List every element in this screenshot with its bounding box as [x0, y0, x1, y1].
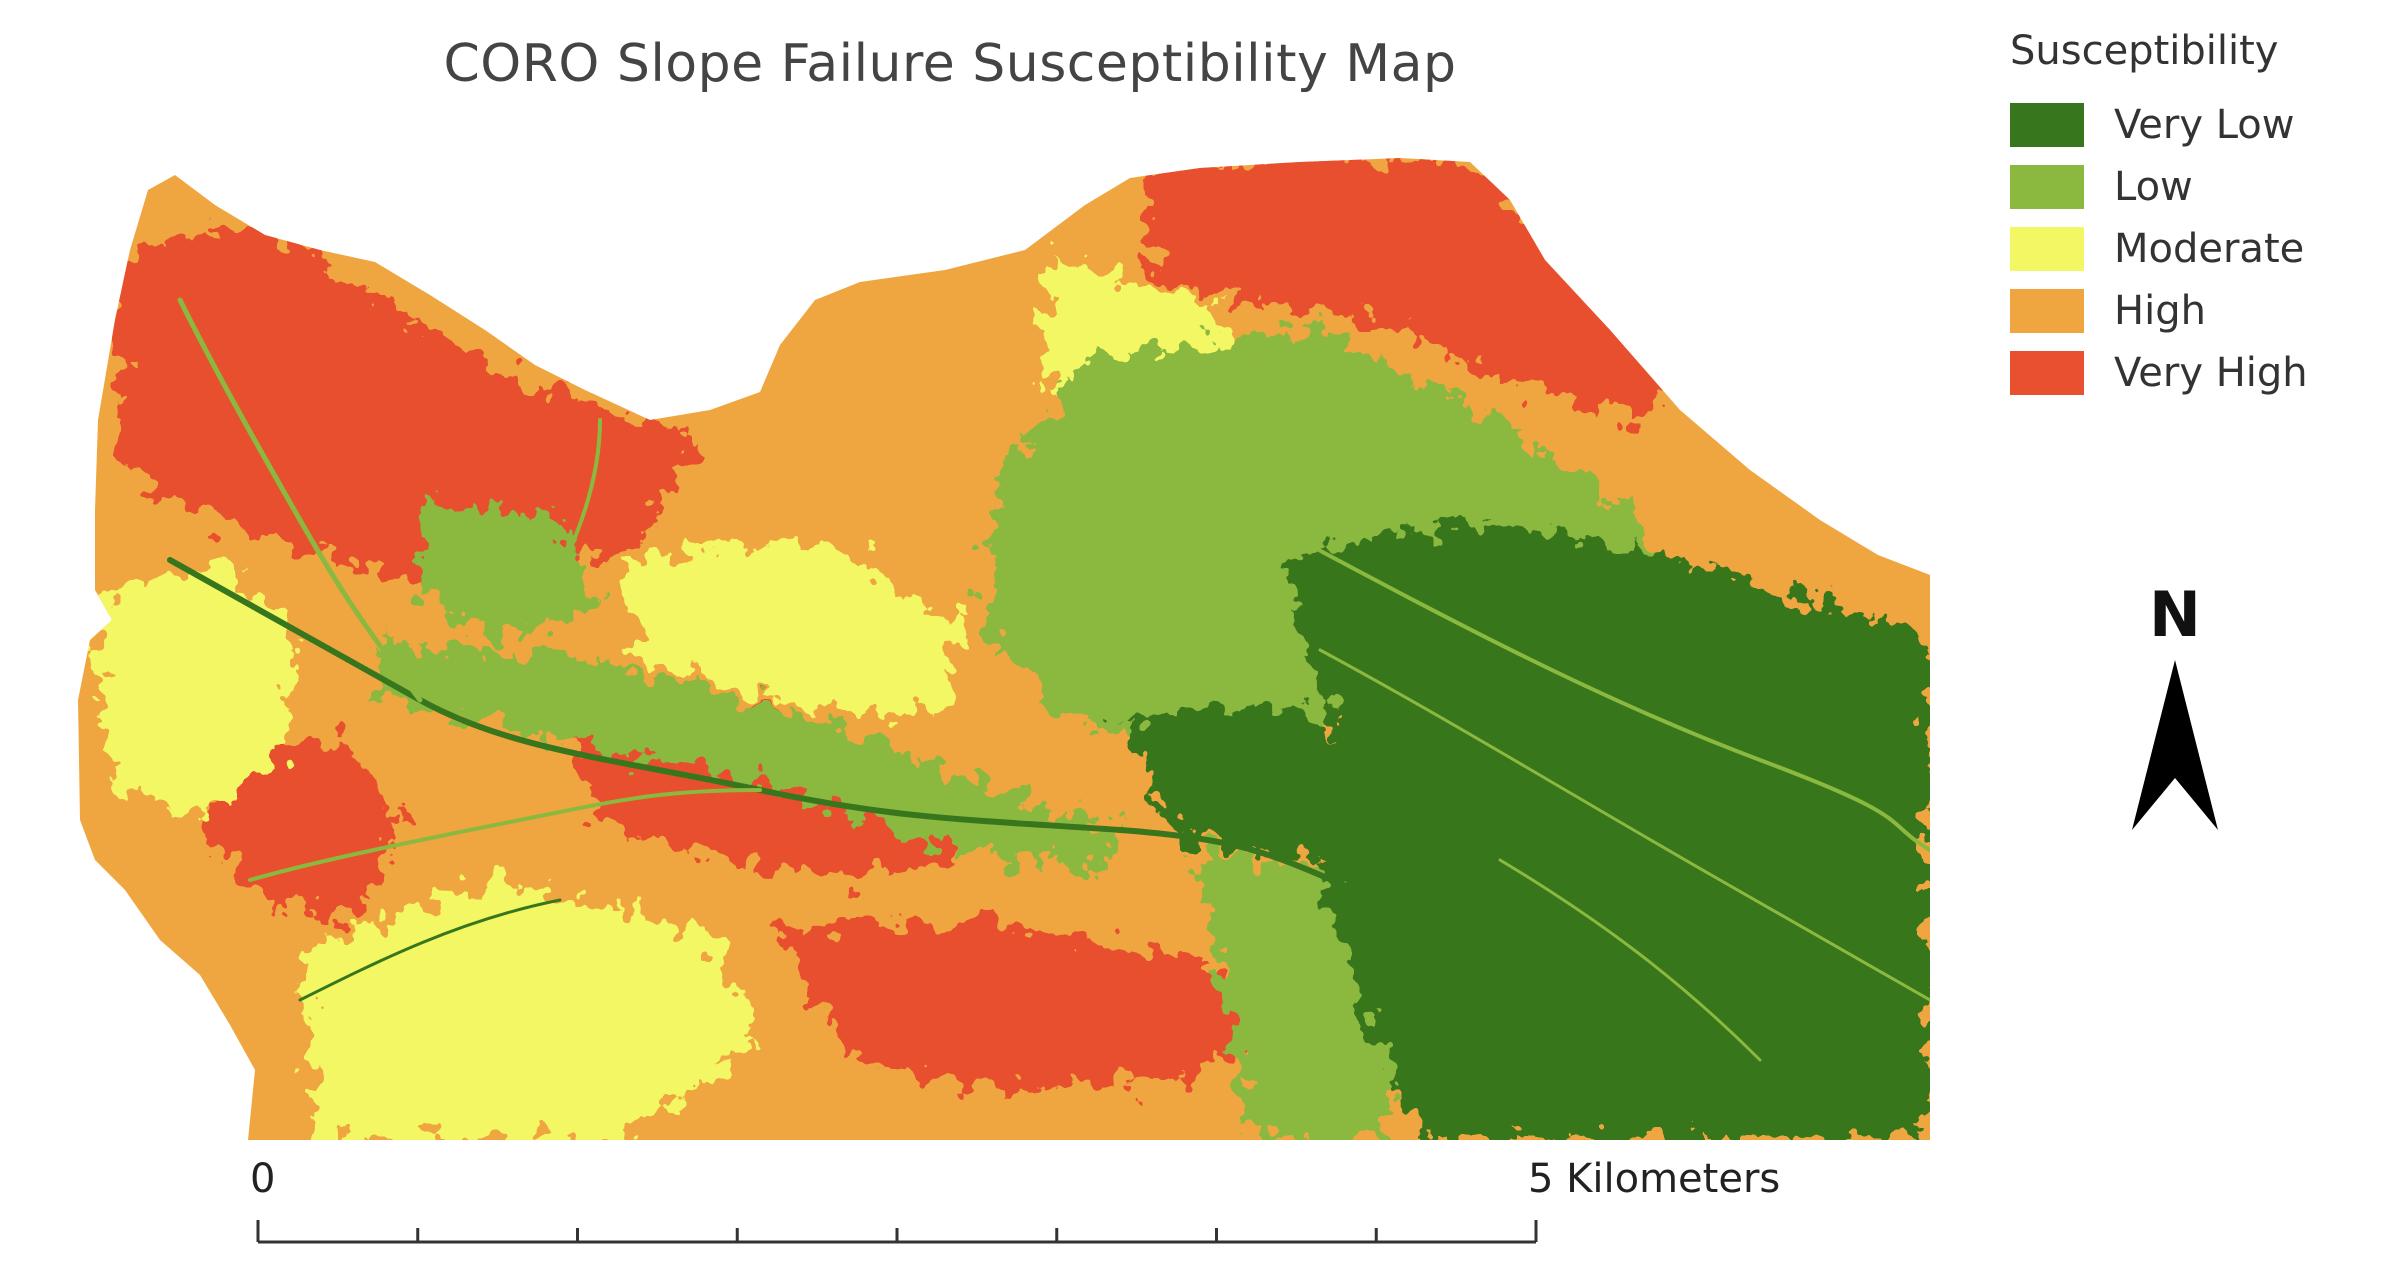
zone-very-low-east — [1280, 520, 1930, 1140]
legend-item-low: Low — [2010, 156, 2370, 218]
scale-bar: 0 5 Kilometers — [240, 1150, 1780, 1250]
legend-item-high: High — [2010, 280, 2370, 342]
legend-swatch — [2010, 103, 2084, 147]
legend-title: Susceptibility — [2010, 28, 2279, 74]
legend-label: High — [2114, 288, 2206, 334]
zone-moderate-west — [90, 560, 300, 820]
legend-label: Very High — [2114, 350, 2308, 396]
tributary — [298, 898, 562, 1002]
legend-item-moderate: Moderate — [2010, 218, 2370, 280]
zone-low-valley — [380, 640, 1120, 870]
eastern-channel — [1298, 538, 1930, 852]
tributary — [177, 297, 423, 703]
eastern-channel — [1318, 648, 1930, 1002]
tributary — [248, 788, 762, 882]
legend-item-very-high: Very High — [2010, 342, 2370, 404]
legend-label: Low — [2114, 164, 2193, 210]
zone-very-low-tongue — [1120, 700, 1380, 860]
map-raster — [78, 158, 1930, 1140]
legend-swatch — [2010, 227, 2084, 271]
legend-label: Very Low — [2114, 102, 2295, 148]
drainage-network — [167, 297, 1930, 1062]
scale-end-label: 5 Kilometers — [1528, 1156, 1781, 1202]
north-label: N — [2149, 578, 2201, 651]
zone-very-high-sw — [210, 740, 400, 920]
zone-very-high-north — [1150, 160, 1680, 420]
legend-swatch — [2010, 165, 2084, 209]
zone-low-west — [420, 500, 600, 640]
scale-start-label: 0 — [250, 1156, 276, 1202]
map-title: CORO Slope Failure Susceptibility Map — [443, 34, 1457, 94]
zone-very-high-west — [100, 220, 700, 600]
zone-moderate-center — [620, 540, 960, 720]
scale-bar-graphic — [256, 1220, 1538, 1244]
zone-very-high-south — [780, 920, 1290, 1090]
susceptibility-map — [78, 158, 1930, 1140]
tributary — [518, 418, 602, 642]
north-arrow-icon — [2132, 660, 2218, 830]
eastern-channel — [1498, 858, 1762, 1062]
legend-item-very-low: Very Low — [2010, 94, 2370, 156]
north-arrow: N — [2130, 580, 2220, 840]
legend-label: Moderate — [2114, 226, 2305, 272]
legend-swatch — [2010, 289, 2084, 333]
map-legend: Susceptibility Very Low Low Moderate Hig… — [2010, 28, 2370, 404]
legend-swatch — [2010, 351, 2084, 395]
